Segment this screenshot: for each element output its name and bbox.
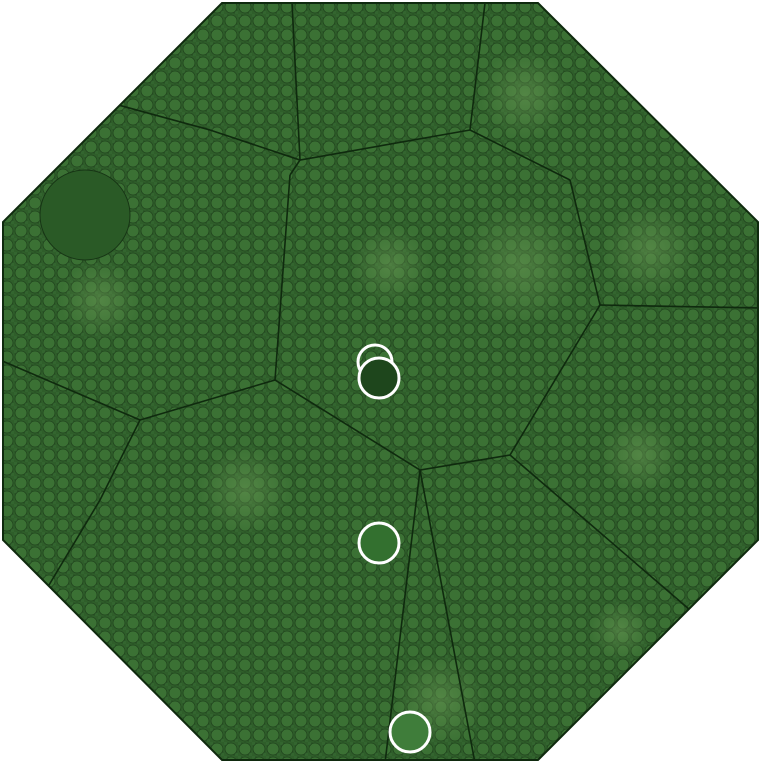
marker[interactable]	[388, 710, 432, 754]
region-border	[99, 99, 471, 161]
region-border	[419, 469, 476, 760]
cell	[350, 225, 430, 305]
cell	[60, 260, 140, 340]
cell	[200, 445, 290, 535]
cell	[600, 415, 680, 495]
region-border	[3, 359, 141, 421]
marker[interactable]	[357, 356, 401, 400]
cell	[39, 169, 131, 261]
cell	[480, 50, 570, 140]
cell	[590, 600, 650, 660]
cell	[602, 202, 698, 298]
region-border	[569, 179, 601, 306]
marker[interactable]	[357, 521, 401, 565]
region-border	[509, 454, 691, 611]
region-border	[384, 469, 421, 760]
region-borders	[3, 3, 758, 760]
cell	[458, 203, 582, 327]
